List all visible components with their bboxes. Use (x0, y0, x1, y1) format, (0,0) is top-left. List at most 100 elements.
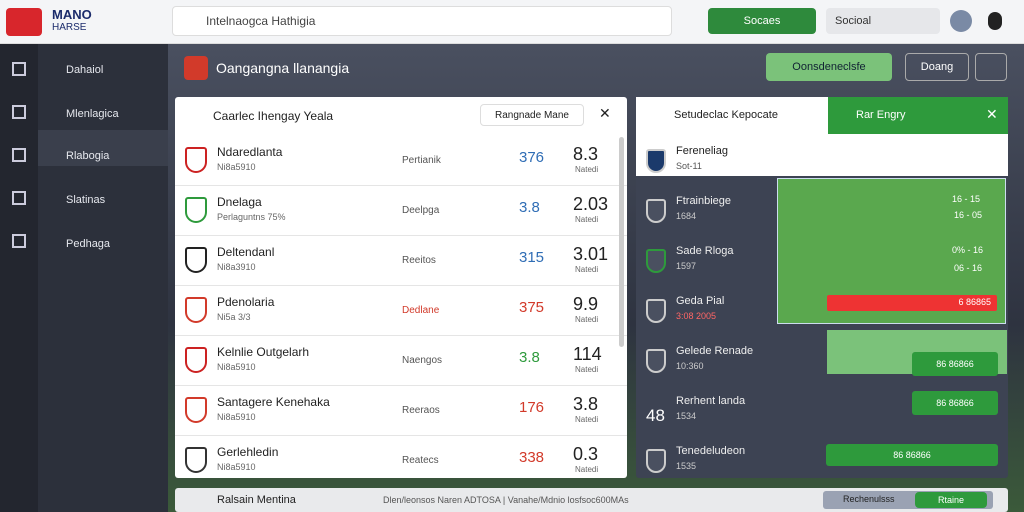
top-bar: MANO HARSE Intelnaogca Hathigia Socaes S… (0, 0, 1024, 44)
status: Reatecs (402, 455, 439, 466)
logo-text: MANO (52, 7, 92, 22)
status: Dedlane (402, 305, 440, 316)
green-button[interactable]: 86 86866 (912, 352, 998, 376)
nav-item[interactable]: Pedhaga (66, 238, 111, 250)
team-sub: Sot-11 (676, 161, 702, 171)
rail-icon[interactable] (12, 148, 26, 162)
team-badge (646, 249, 666, 273)
panel-title: Caarlec Ihengay Yeala (213, 109, 334, 123)
select[interactable]: Socioal (826, 8, 940, 34)
score: 176 (519, 399, 545, 416)
team-sub: 3:08 2005 (676, 311, 717, 321)
nav-item[interactable]: Slatinas (66, 194, 106, 206)
avatar[interactable] (950, 10, 972, 32)
tab[interactable] (636, 97, 828, 134)
team-badge (646, 449, 666, 473)
scrollbar (619, 137, 624, 347)
team-name: Ndaredlanta (217, 145, 283, 159)
close[interactable]: ✕ (986, 106, 998, 122)
team-sub: 10:360 (676, 361, 704, 371)
big-value: 8.3 (573, 144, 599, 164)
field-stat: 0% - 16 (952, 245, 984, 255)
team-name: Sade Rloga (676, 245, 734, 257)
green-button[interactable]: 86 86866 (826, 444, 998, 466)
divider (175, 385, 627, 386)
rail-icon[interactable] (12, 105, 26, 119)
team-badge (185, 347, 207, 373)
rail-icon[interactable] (12, 234, 26, 248)
active-item (38, 130, 168, 166)
status: Naengos (402, 355, 443, 366)
team-name: Gelede Renade (676, 345, 754, 357)
big-value: 2.03 (573, 194, 609, 214)
sidebar: Dahaiol Mlenlagica Rlabogia Slatinas Pedhaga (38, 44, 168, 512)
team-badge (185, 147, 207, 173)
logo-icon (6, 8, 42, 36)
team-name: Tenedeludeon (676, 445, 746, 457)
score: 3.8 (519, 349, 540, 366)
action-button[interactable]: Socaes (708, 8, 816, 34)
right-panel: Setudeclac Kepocate Rar Engry ✕ 6 86865 … (636, 97, 1008, 478)
primary-button[interactable]: Oonsdeneclsfe (766, 53, 892, 81)
field-stat: 16 - 05 (954, 210, 983, 220)
big-value: 0.3 (573, 444, 599, 464)
bottom-title: Ralsain Mentina (217, 494, 296, 506)
team-sub: 1684 (676, 211, 697, 221)
divider (175, 235, 627, 236)
menu-button[interactable] (975, 53, 1007, 81)
team-name: Deltendanl (217, 245, 275, 259)
unit: Natedi (575, 215, 599, 224)
nav-item[interactable]: Dahaiol (66, 64, 104, 76)
team-sub: 1535 (676, 461, 697, 471)
user-icon[interactable] (988, 12, 1002, 30)
search-text: Intelnaogca Hathigia (206, 14, 316, 28)
score: 375 (519, 299, 545, 316)
team-badge (185, 247, 207, 273)
go-button[interactable]: Rtaine (915, 492, 987, 508)
team-sub: Perlaguntns 75% (217, 212, 286, 222)
bottom-text: Dlen/leonsos Naren ADTOSA | Vanahe/Mdnio… (383, 495, 629, 505)
team-name: Ftrainbiege (676, 195, 732, 207)
team-name: Geda Pial (676, 295, 725, 307)
divider (175, 435, 627, 436)
unit: Natedi (575, 265, 599, 274)
team-sub: Ni8a5910 (217, 412, 256, 422)
close[interactable]: ✕ (599, 105, 611, 121)
team-name: Gerlehledin (217, 445, 279, 459)
big-value: 3.01 (573, 244, 609, 264)
team-sub: Ni8a5910 (217, 462, 256, 472)
team-badge (646, 299, 666, 323)
status: Deelpga (402, 205, 440, 216)
team-badge (185, 397, 207, 423)
header-badge (184, 56, 208, 80)
pill[interactable]: Rangnade Mane (480, 104, 584, 126)
row-highlight (636, 134, 1008, 176)
rail-icon[interactable] (12, 62, 26, 76)
big-value: 3.8 (573, 394, 599, 414)
status: Reeraos (402, 405, 440, 416)
divider (175, 335, 627, 336)
header-title: Oangangna llanangia (216, 60, 350, 76)
red-bar: 6 86865 (827, 295, 997, 311)
nav-item[interactable]: Mlenlagica (66, 108, 119, 120)
field-stat: 16 - 15 (952, 194, 981, 204)
unit: Natedi (575, 365, 599, 374)
search-box[interactable] (172, 6, 672, 36)
tab-active[interactable] (828, 97, 1008, 134)
team-badge (646, 149, 666, 173)
unit: Natedi (575, 465, 599, 474)
team-sub: Ni8a3910 (217, 262, 256, 272)
nav-item[interactable]: Rlabogia (66, 150, 110, 162)
unit: Natedi (575, 415, 599, 424)
team-sub: 1534 (676, 411, 697, 421)
secondary-button[interactable]: Doang (905, 53, 969, 81)
green-button[interactable]: 86 86866 (912, 391, 998, 415)
score: 376 (519, 149, 545, 166)
chip[interactable]: Rechenulsss (843, 494, 895, 504)
team-sub: 1597 (676, 261, 697, 271)
bottom-bar: Ralsain Mentina Dlen/leonsos Naren ADTOS… (175, 488, 1008, 512)
team-badge (185, 447, 207, 473)
left-panel: Caarlec Ihengay Yeala Rangnade Mane ✕ Nd… (175, 97, 627, 478)
team-name: Santagere Kenehaka (217, 395, 330, 409)
rail-icon[interactable] (12, 191, 26, 205)
